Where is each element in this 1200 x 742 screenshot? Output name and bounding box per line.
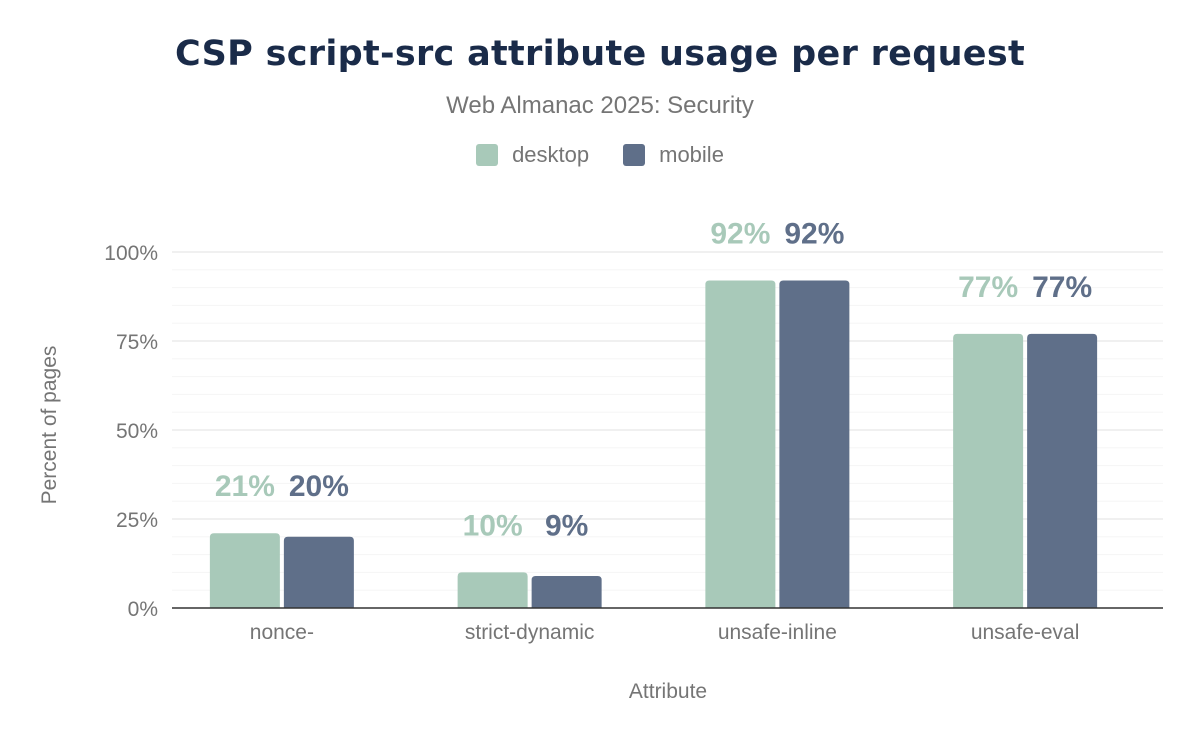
legend: desktop mobile — [0, 142, 1200, 168]
x-axis-title: Attribute — [629, 680, 707, 703]
x-tick-label: strict-dynamic — [465, 621, 595, 644]
legend-item-mobile[interactable]: mobile — [623, 142, 724, 168]
bar-mobile — [779, 280, 850, 608]
x-tick-label: unsafe-inline — [718, 621, 837, 644]
legend-label-desktop: desktop — [512, 142, 590, 167]
data-label-desktop: 77% — [958, 271, 1018, 304]
bar-desktop — [457, 572, 528, 608]
data-label-mobile: 77% — [1032, 271, 1092, 304]
y-tick-label: 0% — [128, 598, 158, 621]
data-label-desktop: 92% — [710, 217, 770, 250]
bar-desktop — [209, 533, 280, 608]
legend-item-desktop[interactable]: desktop — [476, 142, 589, 168]
data-label-mobile: 9% — [545, 509, 588, 542]
x-tick-label: unsafe-eval — [971, 621, 1080, 644]
chart-title: CSP script-src attribute usage per reque… — [175, 34, 1025, 74]
data-label-desktop: 10% — [463, 509, 523, 542]
data-label-mobile: 92% — [784, 217, 844, 250]
bar-desktop — [953, 333, 1024, 608]
y-tick-label: 25% — [116, 509, 158, 532]
y-tick-label: 100% — [104, 242, 158, 265]
bar-mobile — [1027, 333, 1098, 608]
bar-mobile — [283, 536, 354, 608]
bar-mobile — [531, 575, 602, 608]
legend-swatch-desktop — [476, 144, 499, 166]
x-tick-label: nonce- — [250, 621, 314, 644]
data-label-mobile: 20% — [289, 470, 349, 503]
data-label-desktop: 21% — [215, 470, 275, 503]
legend-label-mobile: mobile — [659, 142, 724, 167]
y-tick-label: 75% — [116, 331, 158, 354]
y-tick-label: 50% — [116, 420, 158, 443]
bar-desktop — [705, 280, 776, 608]
chart-subtitle: Web Almanac 2025: Security — [446, 92, 754, 119]
legend-swatch-mobile — [623, 144, 646, 166]
y-axis-title: Percent of pages — [38, 346, 61, 505]
